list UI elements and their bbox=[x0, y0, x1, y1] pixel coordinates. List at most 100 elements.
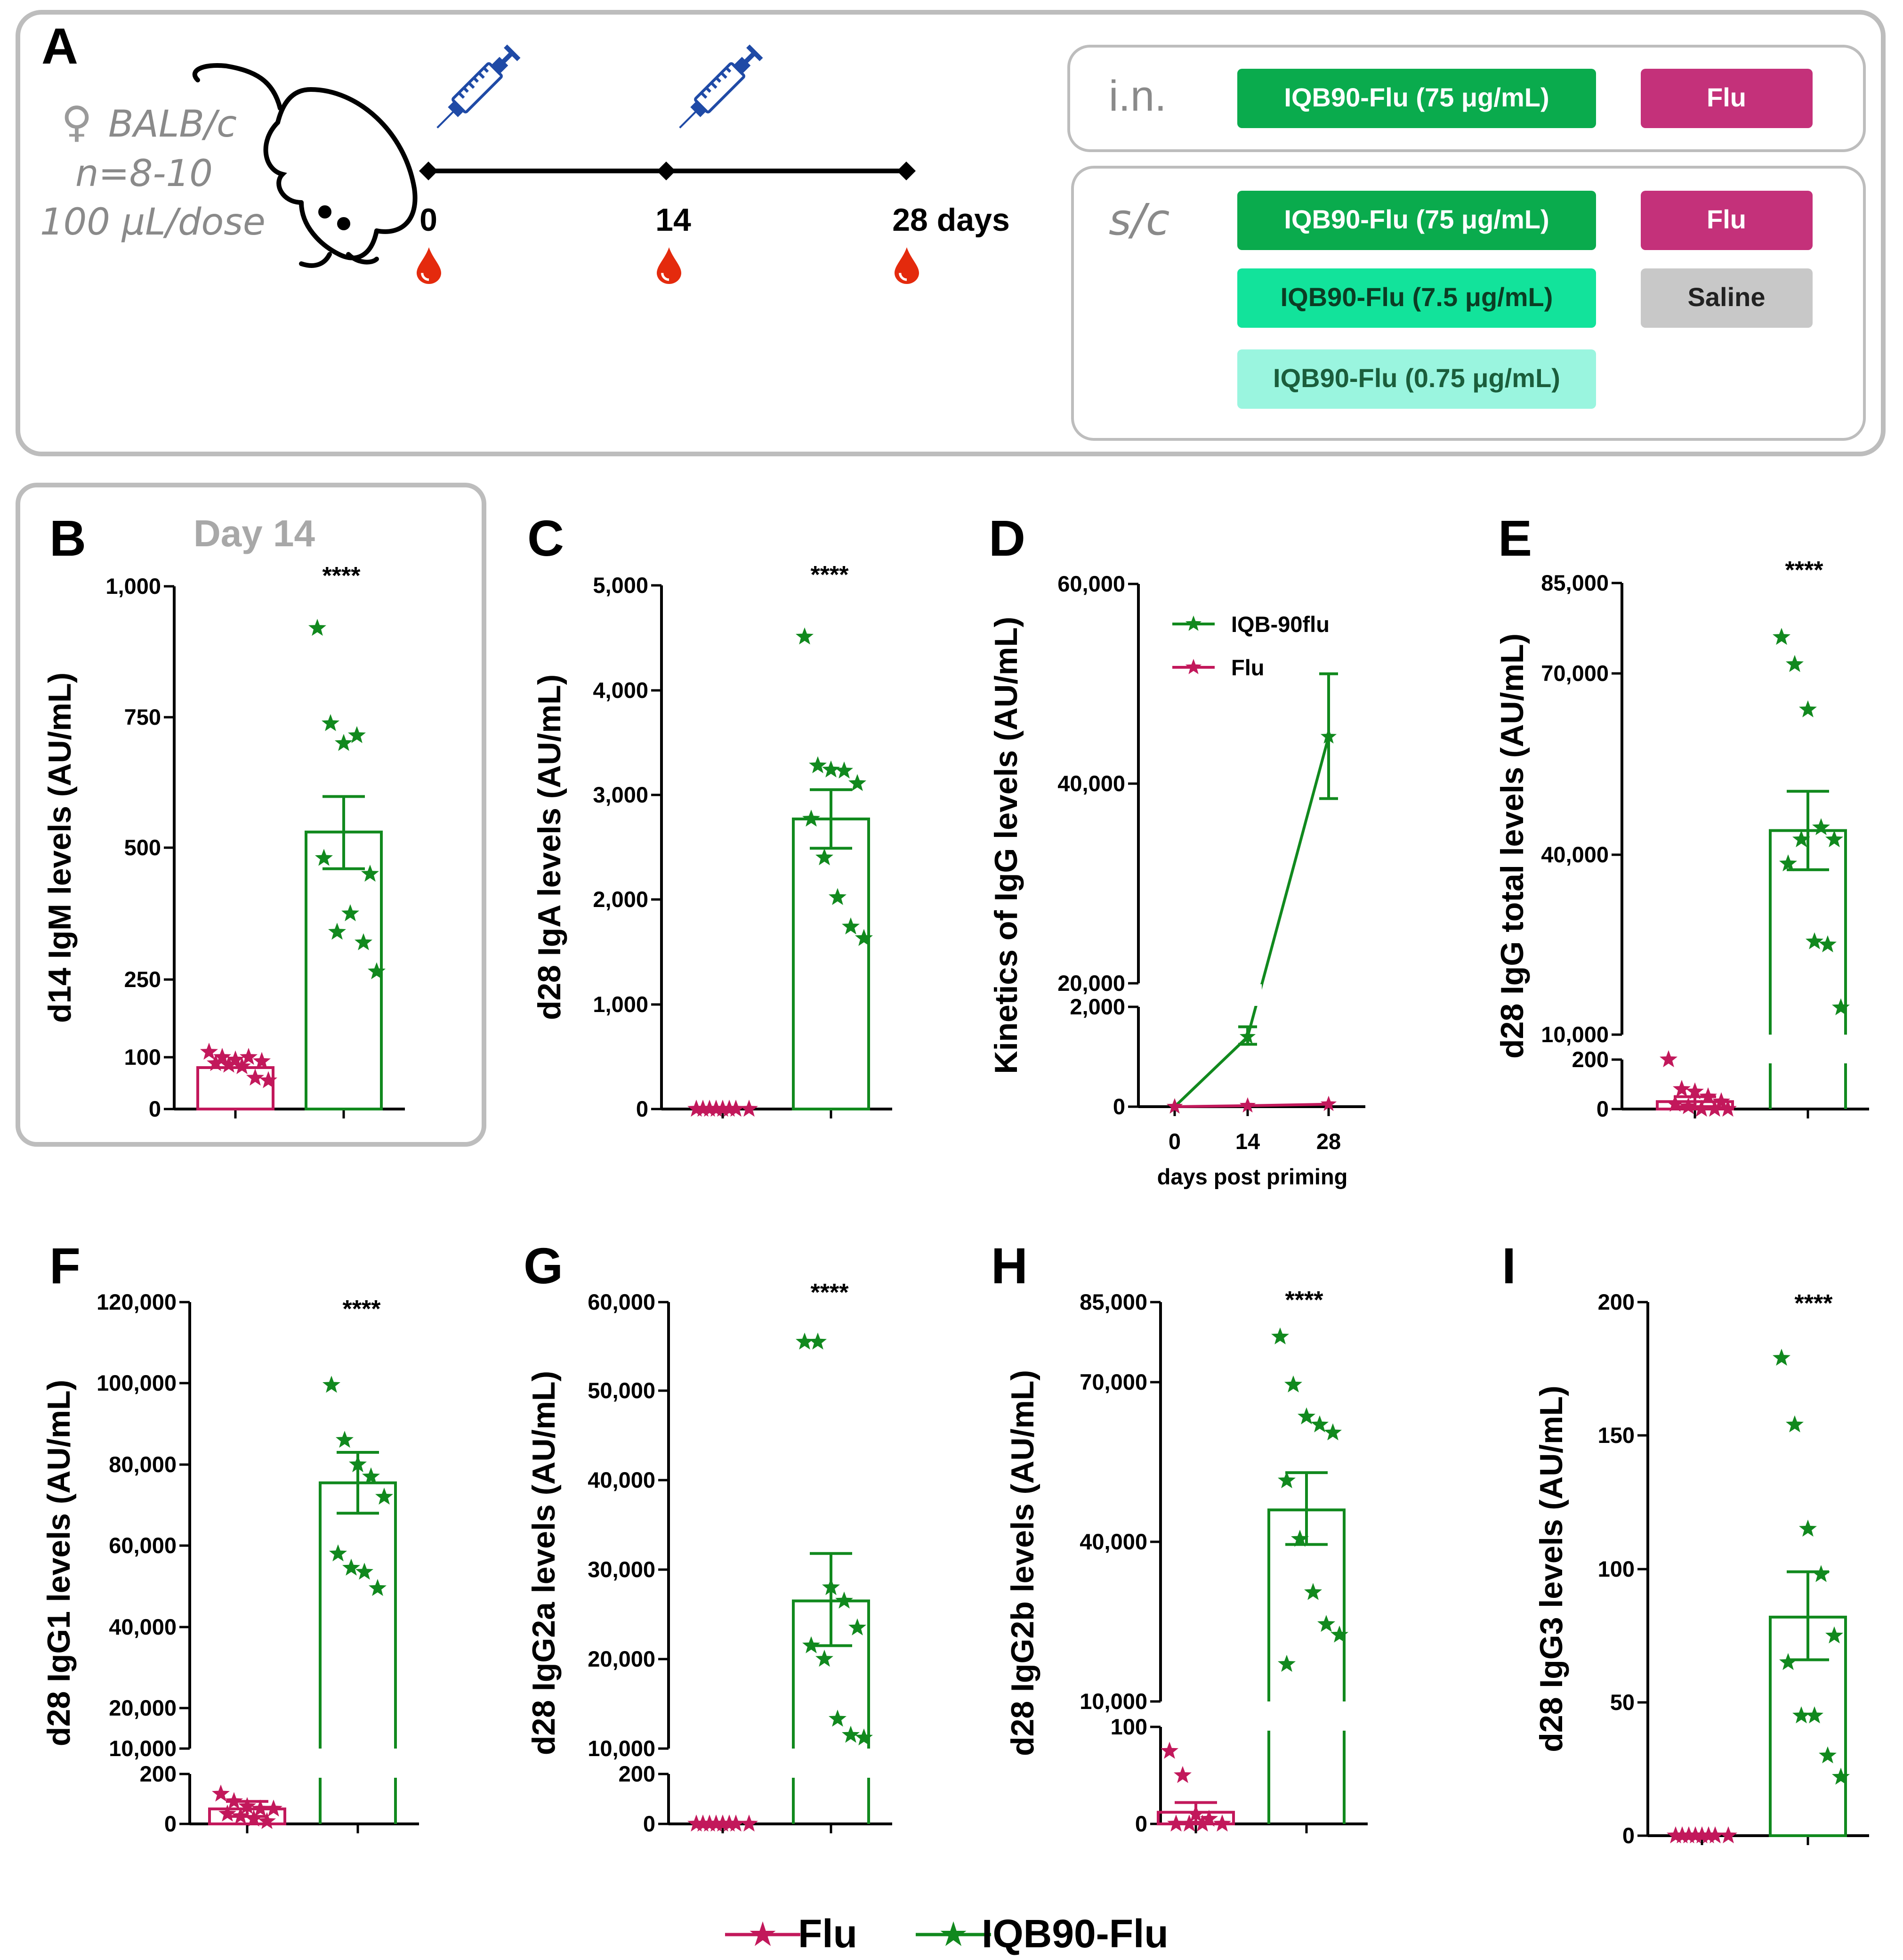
legend-label: Flu bbox=[1231, 655, 1264, 680]
data-point-star bbox=[1180, 1814, 1198, 1832]
data-point-star bbox=[368, 962, 386, 980]
data-point-star bbox=[1161, 1741, 1178, 1759]
data-point-star bbox=[707, 1100, 725, 1117]
x-tick-label: 0 bbox=[1169, 1129, 1181, 1154]
axis-break-gap bbox=[1243, 984, 1262, 1006]
data-point-star bbox=[240, 1048, 258, 1065]
y-tick-label: 0 bbox=[1597, 1096, 1609, 1121]
group-chip-in-flu: Flu bbox=[1641, 69, 1813, 128]
bar-lower-segment bbox=[1267, 1731, 1346, 1824]
timeline-marker-14 bbox=[657, 162, 676, 180]
data-point-star bbox=[349, 1455, 367, 1473]
data-point-star bbox=[1832, 998, 1850, 1015]
y-tick-label: 200 bbox=[1572, 1047, 1609, 1072]
y-tick-label: 120,000 bbox=[97, 1289, 177, 1314]
data-point-star bbox=[1773, 1348, 1790, 1366]
y-tick-label: 100 bbox=[1598, 1556, 1635, 1581]
panel-label: B bbox=[49, 510, 86, 567]
significance-label: **** bbox=[323, 562, 361, 590]
data-point-star bbox=[1825, 830, 1843, 848]
data-point-star bbox=[1773, 628, 1790, 645]
y-axis-title: Kinetics of IgG levels (AU/mL) bbox=[988, 616, 1024, 1074]
legend-iqb-star: ★ bbox=[938, 1914, 969, 1954]
data-point-star bbox=[1291, 1530, 1309, 1547]
bar bbox=[792, 818, 870, 1111]
y-axis-title: d28 IgA levels (AU/mL) bbox=[532, 674, 567, 1020]
data-point-star bbox=[727, 1814, 745, 1832]
y-tick-label: 40,000 bbox=[1541, 842, 1609, 867]
data-point-star bbox=[1719, 1100, 1737, 1117]
data-point-star bbox=[842, 917, 860, 935]
data-point-star bbox=[322, 714, 339, 731]
y-tick-label: 0 bbox=[164, 1811, 177, 1836]
data-point-star bbox=[1284, 1375, 1302, 1393]
data-point-star bbox=[1719, 1826, 1737, 1844]
data-point-star bbox=[226, 1050, 244, 1068]
y-tick-label: 1,000 bbox=[593, 992, 648, 1017]
data-point-star bbox=[323, 1376, 340, 1393]
data-point-star bbox=[1779, 854, 1797, 872]
data-point-star bbox=[802, 810, 820, 827]
data-point-star bbox=[1304, 1583, 1322, 1600]
y-tick-label: 100 bbox=[124, 1045, 161, 1069]
data-point-star bbox=[1278, 1654, 1296, 1672]
day14-box bbox=[16, 483, 486, 1147]
blood-drop-icon-14 bbox=[657, 247, 681, 284]
data-point-star bbox=[1806, 932, 1823, 949]
route-box-in bbox=[1067, 45, 1866, 152]
data-point-star bbox=[1673, 1080, 1691, 1097]
y-tick-label: 100,000 bbox=[97, 1370, 177, 1395]
y-tick-label: 70,000 bbox=[1541, 661, 1609, 686]
y-tick-label: 3,000 bbox=[593, 782, 648, 807]
bar-upper-segment bbox=[319, 1481, 397, 1749]
legend-star bbox=[1185, 616, 1202, 631]
y-tick-label: 20,000 bbox=[109, 1695, 177, 1720]
data-point-star bbox=[246, 1069, 264, 1086]
data-point-star bbox=[328, 923, 346, 940]
mouse-sex-symbol: ♀ bbox=[61, 97, 92, 147]
data-point-star bbox=[232, 1807, 250, 1824]
y-tick-label: 200 bbox=[1598, 1289, 1635, 1314]
data-point-star bbox=[1311, 1415, 1329, 1433]
timeline-marker-0 bbox=[419, 162, 438, 180]
figure-legend: ★ Flu ★ IQB90-Flu bbox=[725, 1911, 1169, 1956]
bar-lower-segment bbox=[319, 1778, 397, 1824]
data-point-star bbox=[225, 1792, 243, 1809]
data-point-star bbox=[1239, 1028, 1256, 1044]
timeline-label-28: 28 days bbox=[892, 202, 1010, 238]
data-point-star bbox=[1667, 1826, 1685, 1844]
data-point-star bbox=[355, 933, 372, 950]
y-axis-title: d28 IgG2b levels (AU/mL) bbox=[1005, 1370, 1040, 1756]
data-point-star bbox=[740, 1814, 758, 1832]
data-point-star bbox=[1686, 1082, 1704, 1100]
significance-label: **** bbox=[811, 561, 849, 589]
data-point-star bbox=[822, 760, 840, 778]
route-name-sc: s/c bbox=[1109, 194, 1170, 245]
y-tick-label: 60,000 bbox=[1057, 571, 1125, 596]
y-tick-label: 40,000 bbox=[588, 1467, 655, 1492]
data-point-star bbox=[220, 1055, 238, 1073]
data-point-star bbox=[809, 756, 827, 773]
data-point-star bbox=[308, 619, 326, 636]
data-point-star bbox=[1712, 1092, 1730, 1110]
y-tick-label: 150 bbox=[1598, 1423, 1635, 1448]
panel-label: E bbox=[1498, 510, 1532, 567]
data-point-star bbox=[1819, 935, 1837, 953]
y-tick-label: 60,000 bbox=[109, 1533, 177, 1558]
data-point-star bbox=[207, 1054, 225, 1071]
data-point-star bbox=[1187, 1805, 1205, 1822]
mouse-icon bbox=[192, 63, 418, 268]
y-axis-title: d28 IgG1 levels (AU/mL) bbox=[41, 1380, 77, 1746]
y-tick-label: 100 bbox=[1111, 1714, 1147, 1739]
data-point-star bbox=[1666, 1094, 1684, 1112]
y-tick-label: 250 bbox=[124, 967, 161, 992]
data-point-star bbox=[822, 1578, 840, 1596]
y-tick-label: 10,000 bbox=[1541, 1022, 1609, 1047]
bar bbox=[196, 1066, 274, 1110]
data-point-star bbox=[701, 1814, 718, 1832]
day14-title: Day 14 bbox=[194, 512, 315, 554]
group-chip-in-iqb75: IQB90-Flu (75 μg/mL) bbox=[1237, 69, 1596, 128]
panel-label: G bbox=[524, 1237, 563, 1294]
